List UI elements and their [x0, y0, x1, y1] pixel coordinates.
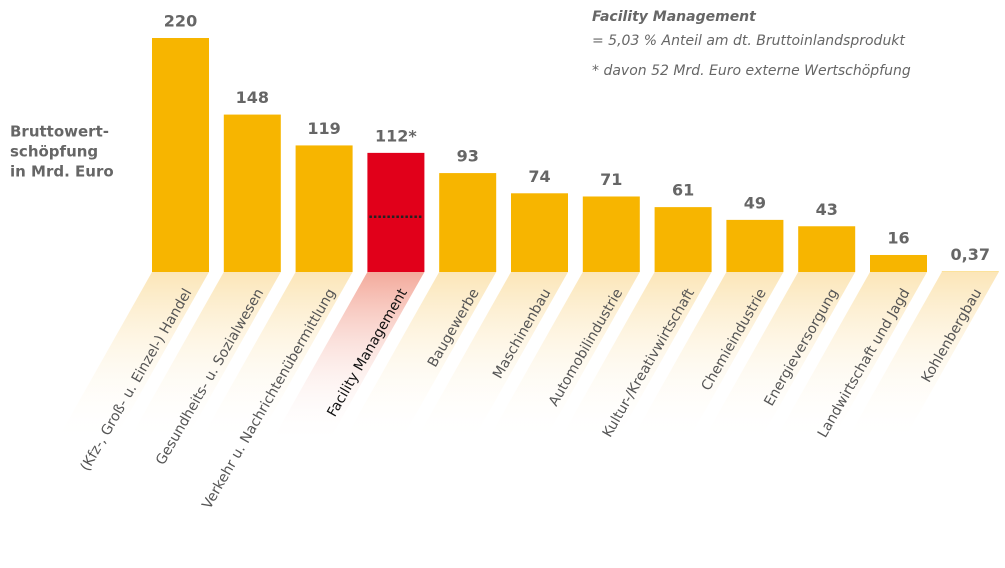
value-label: 93 [457, 147, 479, 166]
bar [367, 152, 425, 272]
bar [223, 114, 281, 272]
label-shadows [54, 272, 999, 445]
value-label: 220 [164, 12, 197, 31]
label-band [198, 272, 353, 445]
value-label: 0,37 [951, 245, 990, 264]
label-band [700, 272, 856, 445]
value-label: 148 [236, 88, 269, 107]
bar [870, 254, 927, 272]
value-label: 74 [528, 167, 550, 186]
bar [726, 219, 784, 272]
bar [152, 38, 209, 272]
bar [582, 196, 640, 272]
label-band [557, 272, 712, 445]
label-band [413, 272, 568, 445]
value-label: 71 [600, 170, 622, 189]
value-label: 43 [816, 200, 838, 219]
label-band [126, 272, 281, 445]
annotation: * davon 52 Mrd. Euro externe Wertschöpfu… [592, 63, 911, 79]
value-label: 61 [672, 181, 694, 200]
bar [295, 145, 353, 272]
y-axis-label: Bruttowert- [10, 123, 109, 141]
label-band [772, 272, 927, 445]
value-label: 119 [307, 119, 340, 138]
bar [798, 226, 856, 272]
bar [511, 193, 568, 272]
label-band [844, 272, 999, 445]
bar [439, 173, 497, 272]
label-band [628, 272, 784, 445]
value-label: 16 [887, 228, 909, 247]
value-label: 112* [375, 126, 417, 145]
y-axis-label: schöpfung [10, 143, 98, 161]
bar [654, 207, 712, 272]
label-band [485, 272, 640, 445]
chart-title: Facility Management [592, 9, 757, 25]
y-axis-label: in Mrd. Euro [10, 163, 114, 181]
label-band [341, 272, 497, 445]
label-band [54, 272, 209, 445]
label-band [269, 272, 425, 445]
subtitle: = 5,03 % Anteil am dt. Bruttoinlandsprod… [592, 33, 905, 49]
value-label: 49 [744, 193, 766, 212]
